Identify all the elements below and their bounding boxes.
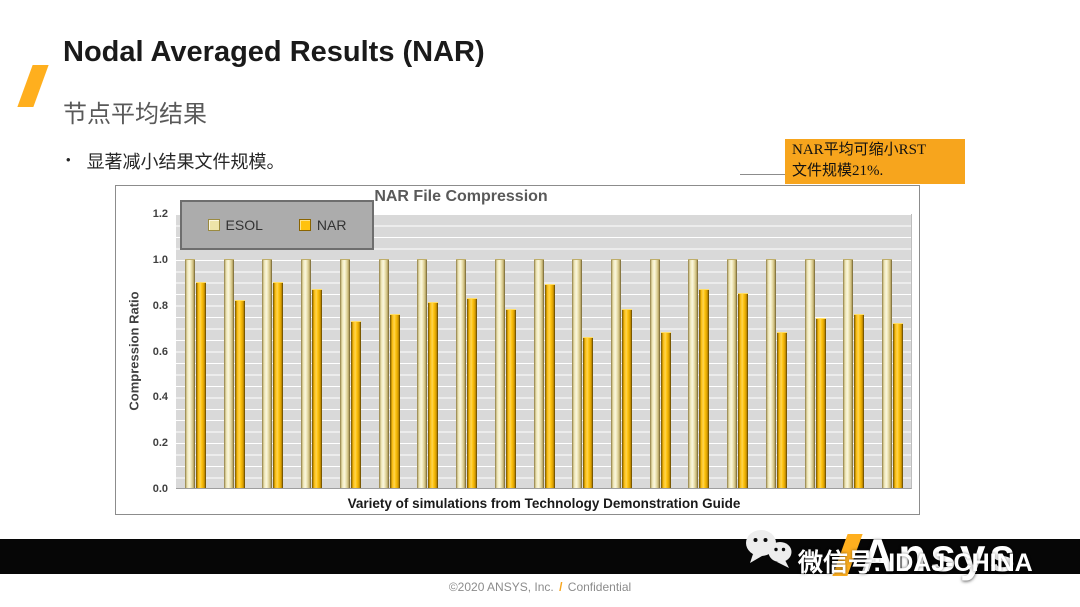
y-axis-tick-label: 1.0 xyxy=(152,253,168,266)
esol-bar xyxy=(223,258,234,488)
nar-bar xyxy=(195,281,206,488)
nar-bar xyxy=(738,293,749,488)
esol-bar xyxy=(456,258,467,488)
callout-line1: NAR平均可缩小RST xyxy=(792,142,927,158)
nar-bar xyxy=(273,281,284,488)
nar-bar xyxy=(389,313,400,488)
wechat-account-label: 微信号: IDAJ-CHINA xyxy=(798,549,1033,577)
y-axis-tick-label: 0.2 xyxy=(152,437,168,450)
esol-bar xyxy=(262,258,273,488)
esol-bar xyxy=(533,258,544,488)
nar-bar xyxy=(544,284,555,488)
ansys-logo: Ansys xyxy=(832,529,1020,581)
esol-bar xyxy=(494,258,505,488)
nar-bar xyxy=(776,332,787,488)
nar-bar xyxy=(660,332,671,488)
page-subtitle: 节点平均结果 xyxy=(63,101,207,128)
wechat-icon xyxy=(744,528,794,575)
nar-bar xyxy=(583,336,594,488)
callout-box: NAR平均可缩小RST 文件规模21%. xyxy=(785,139,965,184)
callout-line2: 文件规模21%. xyxy=(792,163,884,179)
y-axis-tick-label: 0.4 xyxy=(152,391,168,404)
esol-bar xyxy=(843,258,854,488)
accent-slash-shape xyxy=(17,65,49,107)
callout-leader-line xyxy=(740,174,785,175)
y-axis-tick-label: 0.0 xyxy=(152,483,168,495)
nar-bar xyxy=(467,297,478,488)
bottom-brand-bar xyxy=(0,539,1080,574)
esol-bar xyxy=(765,258,776,488)
page-title: Nodal Averaged Results (NAR) xyxy=(63,36,485,68)
bullet-text: 显著减小结果文件规模。 xyxy=(86,152,285,172)
esol-bar xyxy=(184,258,195,488)
nar-bar xyxy=(234,300,245,488)
esol-bar xyxy=(417,258,428,488)
legend-label-nar: NAR xyxy=(316,217,347,233)
legend-entry-nar: NAR xyxy=(298,217,347,233)
chart-legend: ESOL NAR xyxy=(180,200,374,250)
nar-bar xyxy=(854,313,865,488)
nar-swatch-icon xyxy=(298,219,311,231)
esol-bar xyxy=(727,258,738,488)
bullet-row: • 显著减小结果文件规模。 xyxy=(66,148,285,174)
y-axis-tick-label: 1.2 xyxy=(152,208,168,220)
x-axis-title: Variety of simulations from Technology D… xyxy=(347,496,741,511)
nar-bar xyxy=(350,320,361,488)
nar-bar xyxy=(621,309,632,488)
esol-bar xyxy=(688,258,699,488)
nar-file-compression-chart: NAR File Compression Compression Ratio 1… xyxy=(115,185,920,515)
nar-bar xyxy=(428,302,439,488)
bullet-icon: • xyxy=(66,152,71,167)
footer-slash-icon: / xyxy=(559,580,563,594)
y-axis-tick-label: 0.6 xyxy=(152,345,168,358)
legend-entry-esol: ESOL xyxy=(207,217,263,233)
esol-bar xyxy=(339,258,350,488)
esol-bar xyxy=(649,258,660,488)
nar-bar xyxy=(815,318,826,488)
esol-swatch-icon xyxy=(207,219,220,231)
legend-label-esol: ESOL xyxy=(225,217,263,233)
plot-area xyxy=(176,214,912,489)
esol-bar xyxy=(882,258,893,488)
nar-bar xyxy=(505,309,516,488)
y-axis-tick-label: 0.8 xyxy=(152,299,168,312)
footer-copyright-text: ©2020 ANSYS, Inc. xyxy=(448,580,554,594)
nar-bar xyxy=(893,323,904,488)
chart-title: NAR File Compression xyxy=(374,188,548,205)
footer-copyright: ©2020 ANSYS, Inc. / Confidential xyxy=(0,580,1080,594)
footer-confidential-text: Confidential xyxy=(567,580,632,594)
esol-bar xyxy=(378,258,389,488)
esol-bar xyxy=(610,258,621,488)
nar-bar xyxy=(699,288,710,488)
ansys-logo-text: Ansys xyxy=(861,529,1020,581)
nar-bar xyxy=(312,288,323,488)
esol-bar xyxy=(572,258,583,488)
esol-bar xyxy=(301,258,312,488)
esol-bar xyxy=(804,258,815,488)
